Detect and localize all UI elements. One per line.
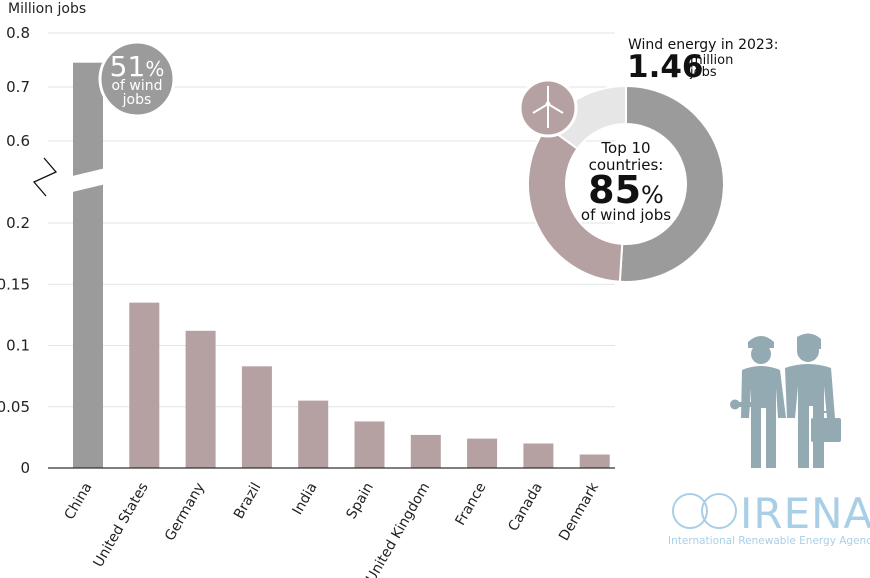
donut-center-line2: countries: <box>589 156 664 174</box>
bar-germany <box>185 330 216 468</box>
x-tick-label: Spain <box>344 480 377 522</box>
china-share-line2: jobs <box>122 92 152 108</box>
total-value: 1.46 <box>627 49 704 85</box>
china-share-percent: 51% <box>110 50 165 83</box>
y-tick-label: 0.8 <box>6 24 30 42</box>
male-worker-icon <box>785 333 835 468</box>
donut-center-label: Top 10 countries: 85% of wind jobs <box>581 139 671 224</box>
wind-turbine-icon <box>518 78 578 138</box>
workers-illustration <box>730 333 841 468</box>
axis-break-symbol <box>32 157 58 197</box>
y-tick-label: 0.6 <box>6 132 30 150</box>
x-tick-label: Denmark <box>556 479 602 543</box>
bar-france <box>467 438 498 468</box>
y-axis-unit-label: Million jobs <box>8 1 86 17</box>
bar-united-kingdom <box>410 434 441 468</box>
y-tick-label: 0.7 <box>6 78 30 96</box>
female-worker-icon <box>741 336 786 468</box>
bar-denmark <box>579 454 610 468</box>
total-unit-line1: million <box>690 53 733 68</box>
donut-center-line3: of wind jobs <box>581 206 671 224</box>
y-tick-label: 0 <box>20 459 30 477</box>
y-axis-ticks: 0 0.05 0.1 0.15 0.2 0.6 0.7 0.8 <box>0 24 30 477</box>
donut-chart <box>527 84 725 283</box>
globe-icon <box>672 493 737 529</box>
x-tick-label: United States <box>91 480 152 570</box>
x-tick-label: China <box>62 480 96 523</box>
donut-center-value: 85% <box>588 168 664 212</box>
y-tick-label: 0.1 <box>6 337 30 355</box>
irena-logo: IRENA International Renewable Energy Age… <box>668 489 870 547</box>
total-label: Wind energy in 2023: <box>628 37 778 53</box>
bar-canada <box>523 443 554 468</box>
logo-name: IRENA <box>740 489 870 538</box>
y-tick-label: 0.15 <box>0 275 30 293</box>
bar-brazil <box>241 366 272 468</box>
briefcase-icon <box>811 411 841 442</box>
x-tick-label: United Kingdom <box>363 480 433 578</box>
x-tick-label: India <box>290 480 321 518</box>
wrench-icon <box>730 399 753 410</box>
bar-break-gap <box>64 166 114 194</box>
bar-spain <box>354 421 385 468</box>
x-tick-label: Brazil <box>231 480 264 522</box>
x-tick-label: Germany <box>162 480 208 544</box>
bar-united-states <box>129 302 160 468</box>
total-jobs-label: Wind energy in 2023: 1.46 million jobs <box>627 37 778 85</box>
donut-segment <box>618 84 725 283</box>
total-unit-line2: jobs <box>689 65 717 80</box>
logo-subtitle: International Renewable Energy Agency <box>668 535 870 547</box>
bars <box>64 62 610 468</box>
y-tick-label: 0.05 <box>0 398 30 416</box>
x-tick-label: France <box>452 480 489 528</box>
y-tick-label: 0.2 <box>6 214 30 232</box>
china-share-line1: of wind <box>111 78 162 94</box>
bar-india <box>298 400 329 468</box>
china-share-bubble: 51% of wind jobs <box>98 40 176 118</box>
x-tick-label: Canada <box>505 480 545 534</box>
donut-center-line1: Top 10 <box>600 139 650 157</box>
bar-china <box>73 62 103 468</box>
